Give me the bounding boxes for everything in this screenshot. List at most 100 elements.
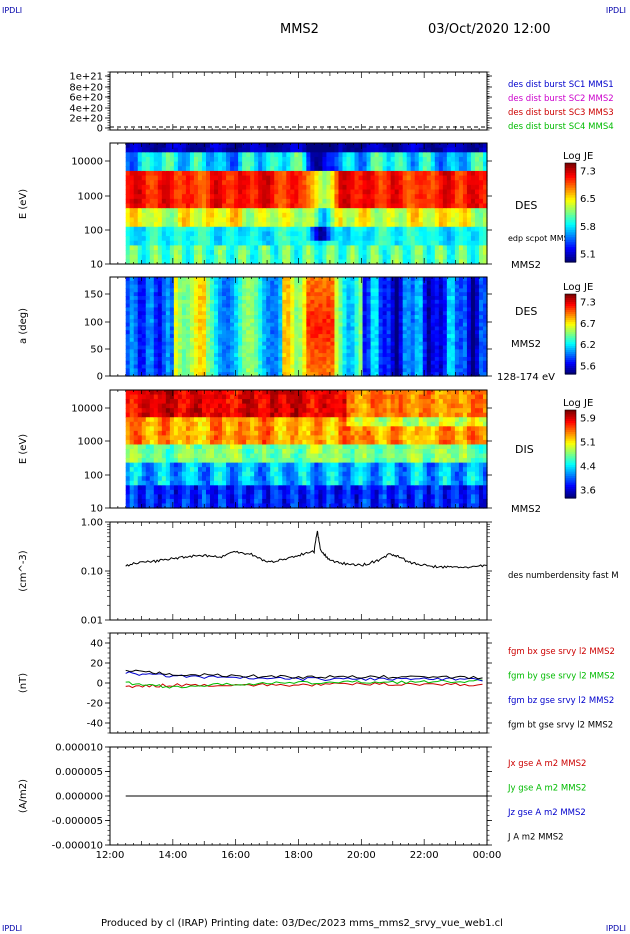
spectrogram-cell bbox=[141, 161, 147, 167]
spectrogram-cell bbox=[478, 311, 484, 316]
spectrogram-cell bbox=[458, 175, 464, 181]
spectrogram-cell bbox=[402, 345, 408, 350]
spectrogram-cell bbox=[266, 334, 271, 339]
spectrogram-cell bbox=[125, 288, 131, 293]
spectrogram-cell bbox=[442, 152, 448, 158]
spectrogram-cell bbox=[234, 254, 239, 260]
spectrogram-cell bbox=[218, 175, 223, 181]
spectrogram-cell bbox=[466, 318, 472, 324]
spectrogram-cell bbox=[242, 226, 247, 233]
spectrogram-cell bbox=[149, 217, 155, 223]
spectrogram-cell bbox=[201, 184, 207, 191]
spectrogram-cell bbox=[286, 326, 291, 331]
spectrogram-cell bbox=[338, 322, 344, 328]
spectrogram-cell bbox=[169, 334, 175, 339]
spectrogram-cell bbox=[290, 364, 295, 369]
spectrogram-cell bbox=[386, 226, 392, 233]
spectrogram-cell bbox=[254, 156, 259, 163]
spectrogram-cell bbox=[137, 280, 143, 286]
spectrogram-cell bbox=[185, 349, 191, 354]
spectrogram-cell bbox=[350, 364, 356, 369]
spectrogram-cell bbox=[454, 318, 460, 324]
spectrogram-cell bbox=[222, 284, 227, 290]
spectrogram-cell bbox=[362, 254, 368, 260]
spectrogram-cell bbox=[177, 288, 183, 293]
spectrogram-cell bbox=[454, 315, 460, 320]
spectrogram-cell bbox=[218, 364, 223, 369]
spectrogram-cell bbox=[402, 250, 408, 256]
spectrogram-cell bbox=[230, 184, 235, 191]
spectrogram-cell bbox=[153, 345, 159, 350]
spectrogram-cell bbox=[426, 337, 432, 343]
spectrogram-cell bbox=[322, 341, 328, 347]
spectrogram-cell bbox=[149, 156, 155, 163]
spectrogram-cell bbox=[406, 299, 412, 305]
spectrogram-cell bbox=[173, 198, 179, 205]
spectrogram-cell bbox=[234, 198, 239, 205]
spectrogram-cell bbox=[470, 226, 476, 233]
spectrogram-cell bbox=[189, 152, 195, 158]
spectrogram-cell bbox=[262, 311, 267, 316]
spectrogram-cell bbox=[201, 337, 207, 343]
spectrogram-cell bbox=[149, 277, 155, 282]
spectrogram-cell bbox=[410, 194, 416, 200]
spectrogram-cell bbox=[462, 184, 468, 191]
spectrogram-cell bbox=[149, 345, 155, 350]
y-tick-label: 0 bbox=[97, 124, 103, 135]
spectrogram-cell bbox=[133, 318, 139, 324]
spectrogram-cell bbox=[173, 277, 179, 282]
spectrogram-cell bbox=[374, 315, 380, 320]
spectrogram-cell bbox=[418, 315, 424, 320]
spectrogram-cell bbox=[181, 226, 187, 233]
spectrogram-cell bbox=[414, 194, 420, 200]
spectrogram-cell bbox=[274, 337, 279, 343]
spectrogram-cell bbox=[402, 208, 408, 214]
spectrogram-cell bbox=[430, 296, 436, 301]
colorbar-cell bbox=[565, 219, 576, 223]
spectrogram-cell bbox=[201, 360, 207, 366]
spectrogram-cell bbox=[378, 315, 384, 320]
spectrogram-cell bbox=[322, 337, 328, 343]
spectrogram-cell bbox=[294, 189, 299, 195]
spectrogram-cell bbox=[442, 170, 448, 177]
spectrogram-cell bbox=[314, 307, 319, 312]
spectrogram-cell bbox=[250, 166, 255, 172]
spectrogram-cell bbox=[322, 240, 328, 246]
spectrogram-cell bbox=[458, 318, 464, 324]
spectrogram-cell bbox=[354, 161, 360, 167]
spectrogram-cell bbox=[145, 212, 151, 219]
spectrogram-cell bbox=[310, 307, 315, 312]
spectrogram-cell bbox=[310, 208, 315, 214]
spectrogram-cell bbox=[238, 152, 243, 158]
spectrogram-cell bbox=[173, 208, 179, 214]
spectrogram-cell bbox=[226, 277, 231, 282]
spectrogram-cell bbox=[258, 318, 263, 324]
spectrogram-cell bbox=[442, 277, 448, 282]
spectrogram-cell bbox=[318, 180, 324, 186]
spectrogram-cell bbox=[362, 180, 368, 186]
spectrogram-cell bbox=[262, 318, 267, 324]
spectrogram-cell bbox=[173, 372, 179, 377]
spectrogram-cell bbox=[370, 280, 376, 286]
spectrogram-cell bbox=[145, 170, 151, 177]
spectrogram-cell bbox=[169, 189, 175, 195]
spectrogram-cell bbox=[374, 184, 380, 191]
spectrogram-cell bbox=[246, 194, 251, 200]
spectrogram-cell bbox=[418, 240, 424, 246]
spectrogram-cell bbox=[230, 236, 235, 242]
spectrogram-cell bbox=[390, 254, 396, 260]
colorbar-tick-label: 7.3 bbox=[580, 167, 596, 178]
spectrogram-cell bbox=[222, 147, 227, 153]
spectrogram-cell bbox=[398, 292, 404, 297]
spectrogram-cell bbox=[322, 208, 328, 214]
spectrogram-cell bbox=[201, 334, 207, 339]
spectrogram-cell bbox=[278, 161, 283, 167]
spectrogram-cell bbox=[238, 303, 243, 309]
spectrogram-cell bbox=[201, 222, 207, 228]
spectrogram-cell bbox=[274, 372, 279, 377]
spectrogram-cell bbox=[374, 180, 380, 186]
spectrogram-cell bbox=[442, 280, 448, 286]
spectrogram-cell bbox=[133, 175, 139, 181]
spectrogram-cell bbox=[246, 156, 251, 163]
spectrogram-cell bbox=[334, 180, 340, 186]
